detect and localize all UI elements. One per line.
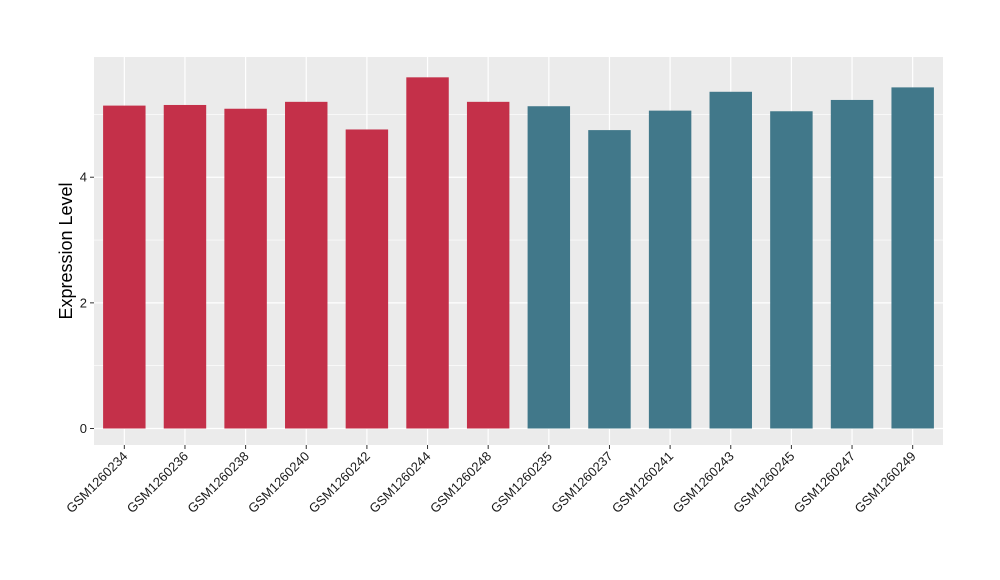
bar-GSM1260244 [406, 77, 449, 429]
x-tick-label: GSM1260243 [670, 449, 737, 516]
bar-GSM1260248 [466, 101, 510, 429]
bar-GSM1260242 [345, 129, 389, 429]
bar-GSM1260245 [770, 111, 813, 429]
x-tick-label: GSM1260249 [851, 449, 918, 516]
x-tick-label: GSM1260248 [427, 449, 494, 516]
y-axis: 0 2 4 [80, 170, 94, 436]
x-axis: GSM1260234GSM1260236GSM1260238GSM1260240… [63, 445, 919, 516]
bar-GSM1260234 [103, 105, 146, 429]
plot-panel [94, 57, 943, 445]
x-tick-label: GSM1260236 [124, 449, 191, 516]
y-axis-title: Expression Level [56, 182, 76, 319]
x-tick-label: GSM1260241 [609, 449, 676, 516]
bar-GSM1260243 [709, 91, 752, 429]
bar-GSM1260237 [588, 130, 631, 429]
x-tick-label: GSM1260245 [730, 449, 797, 516]
bar-GSM1260247 [830, 99, 874, 429]
x-tick-label: GSM1260238 [184, 449, 251, 516]
bar-GSM1260249 [891, 87, 934, 429]
x-tick-label: GSM1260234 [63, 449, 130, 516]
bar-GSM1260241 [648, 110, 692, 429]
y-tick-label: 4 [80, 170, 87, 185]
x-tick-label: GSM1260237 [548, 449, 615, 516]
y-tick-label: 0 [80, 421, 87, 436]
x-tick-label: GSM1260235 [488, 449, 555, 516]
bar-GSM1260238 [224, 108, 267, 429]
bars [103, 77, 934, 429]
x-tick-label: GSM1260240 [245, 449, 312, 516]
x-tick-label: GSM1260244 [366, 449, 433, 516]
bar-GSM1260240 [285, 101, 328, 429]
x-tick-label: GSM1260242 [306, 449, 373, 516]
x-tick-label: GSM1260247 [791, 449, 858, 516]
bar-GSM1260236 [163, 104, 207, 429]
y-tick-label: 2 [80, 295, 87, 310]
bar-GSM1260235 [527, 106, 571, 429]
